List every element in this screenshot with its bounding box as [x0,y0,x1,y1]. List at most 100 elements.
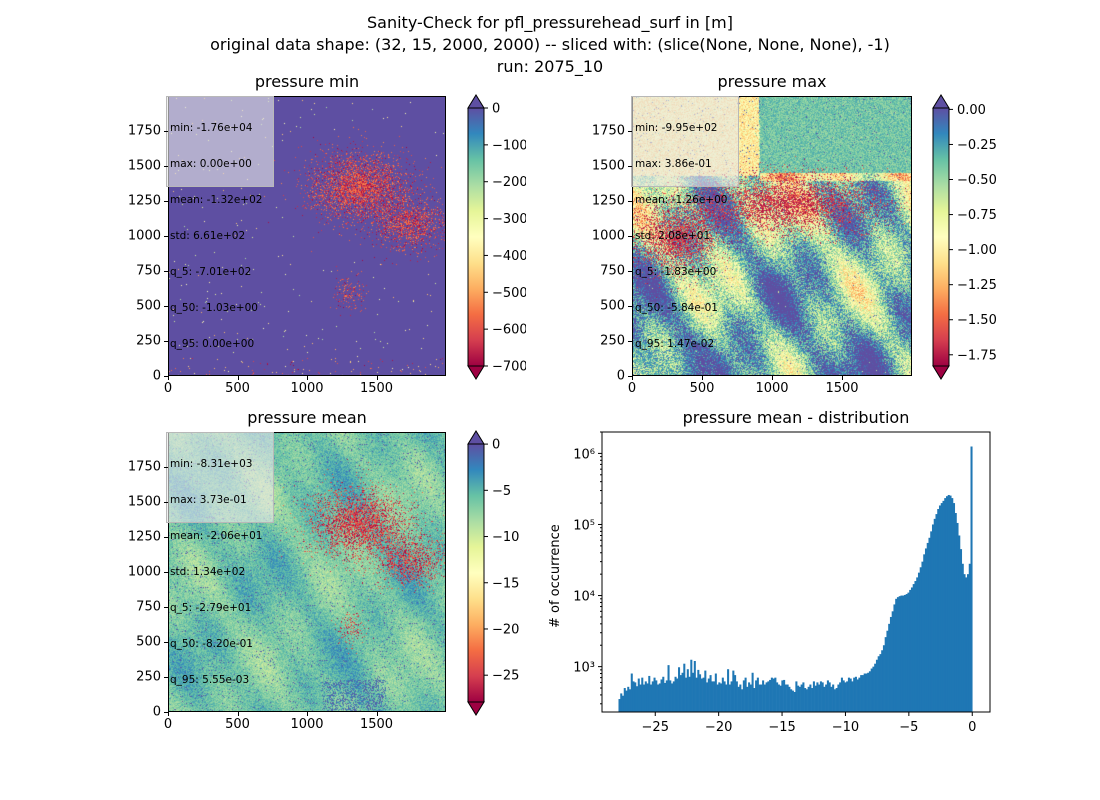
histogram-bar [840,677,843,712]
histogram-bar [762,680,765,712]
histogram-bar [660,679,663,712]
histogram-bar [693,661,696,712]
colorbar-tick-label: 0 [492,438,500,453]
stat-line: mean: -1.26e+00 [635,194,728,206]
histogram-bar [895,598,898,712]
histogram-bar [865,673,868,712]
histogram-bar [630,673,633,712]
colorbar-extend-max [467,430,485,445]
histogram-title: pressure mean - distribution [682,408,910,427]
histogram-bar [853,677,856,712]
histogram-bar [755,680,758,712]
x-tick-label: −25 [642,720,669,735]
histogram-bar [830,686,833,712]
stat-line: mean: -1.32e+02 [170,194,263,206]
histogram-bar [942,500,945,712]
histogram-bar [837,684,840,712]
histogram-bar [721,677,724,712]
pressure-mean-title: pressure mean [247,408,367,427]
colorbar-extend-min [932,365,950,380]
histogram-bar [819,681,822,712]
histogram-bar [748,682,751,712]
stat-line: q_5: -1.83e+00 [635,266,717,278]
colorbar-gradient [467,107,485,367]
histogram-bar [833,689,836,712]
colorbar-tick-label: −20 [492,622,519,637]
histogram-bar [795,681,798,712]
histogram-bar [707,678,710,712]
histogram-bar [940,503,943,712]
histogram-bar [765,682,768,712]
x-tick-mark [237,712,239,716]
histogram-bar [777,684,780,712]
histogram-bar [648,675,651,712]
y-tick-label: 1000 [127,564,161,580]
colorbar-tick-label: −0.50 [957,173,997,188]
colorbar-extend-max [932,94,950,109]
histogram-bar [821,682,824,712]
stat-line: q_50: -5.84e-01 [635,302,718,314]
histogram-bar [919,567,922,712]
histogram-bar [868,671,871,712]
y-tick-mark [164,306,168,307]
x-tick-label: 1000 [755,381,789,396]
histogram-bar [620,693,623,712]
histogram-bar [776,682,779,712]
x-tick-label: −15 [768,720,795,735]
x-tick-mark [168,376,169,380]
colorbar-tick-label: −0.25 [957,138,997,153]
histogram-bar [790,689,793,712]
histogram-bar [970,446,973,712]
histogram-bar [702,677,705,712]
x-tick-label: −10 [832,720,859,735]
histogram-bar [732,670,735,712]
pressure-mean-stats-box: min: -8.31e+03 max: 3.73e-01 mean: -2.06… [166,432,274,686]
histogram-bar [881,650,884,712]
histogram-bar [637,678,640,712]
histogram-bar [678,667,681,712]
colorbar-gradient [932,107,950,367]
histogram-bar [856,679,859,712]
y-tick-label: 10⁵ [573,518,595,533]
histogram-bar [791,690,794,712]
y-tick-mark [164,201,168,202]
colorbar-tick-label: −100 [492,138,526,153]
histogram-bar [923,554,926,712]
histogram-bar [931,524,935,712]
histogram-bar [669,680,672,712]
y-tick-mark [164,712,168,713]
colorbar-extend-min [467,365,485,380]
histogram-bar [758,684,761,712]
histogram-frame [601,431,991,713]
histogram-plot: −25 −20 −15 −10 −5 0 10³ 10⁴ 10⁵ 10⁶ [573,431,991,735]
y-tick-mark [628,166,632,167]
stat-line: max: 3.86e-01 [635,158,712,170]
y-tick-label: 10³ [573,661,595,676]
histogram-bar [949,495,952,712]
x-tick-label: 0 [163,717,173,732]
histogram-bar [877,656,880,712]
histogram-bar [635,686,639,712]
histogram-bar [963,574,966,712]
histogram-bar [742,680,745,712]
histogram-bar [966,574,970,712]
histogram-bar [797,685,800,712]
histogram-bar [685,677,688,712]
histogram-bar [688,676,691,712]
x-tick-label: 500 [225,381,250,396]
histogram-bar [930,531,933,712]
histogram-bar [634,682,637,712]
histogram-bar [928,537,931,712]
y-tick-label: 750 [600,263,625,279]
pressure-mean-colorbar: 0 −5 −10 −15 −20 −25 [467,430,519,716]
histogram-bar [697,669,700,712]
stat-line: min: -9.95e+02 [635,122,718,134]
colorbar-extend-min [467,701,485,716]
y-tick-label: 1250 [127,529,161,545]
histogram-bar [896,597,899,712]
y-tick-mark [628,341,632,342]
histogram-bar [718,682,721,712]
histogram-bar [825,684,828,712]
stat-line: max: 0.00e+00 [170,158,252,170]
colorbar-tick-label: −1.25 [957,278,997,293]
